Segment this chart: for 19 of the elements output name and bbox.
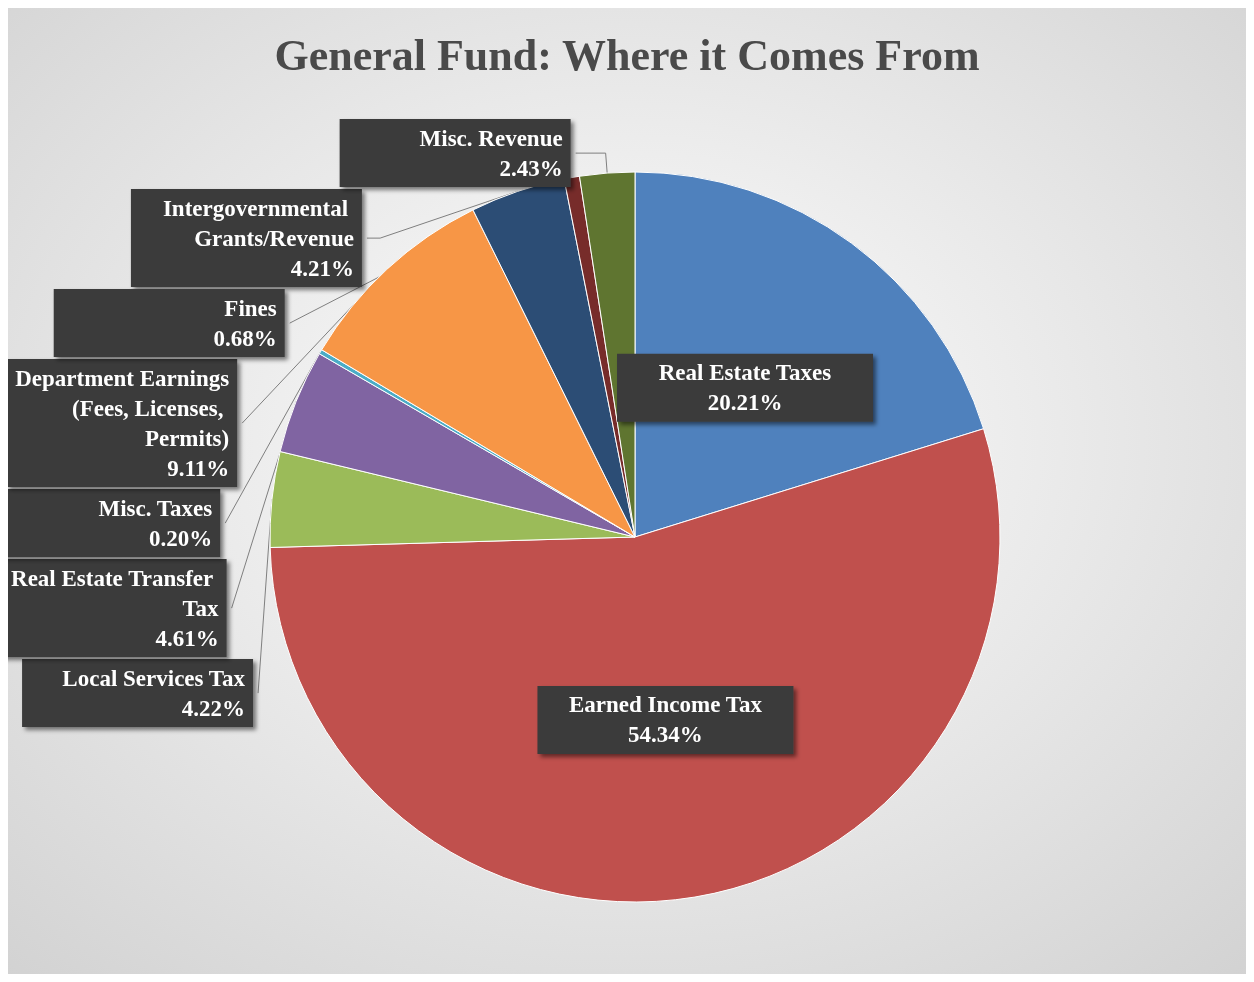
data-label: 4.61% bbox=[155, 625, 219, 651]
data-label: 2.43% bbox=[499, 155, 563, 181]
slice-label: Department Earnings (Fees, Licenses, Permits) bbox=[15, 365, 230, 451]
slice-label: Misc. Revenue bbox=[419, 125, 563, 151]
slice-label: Fines bbox=[224, 295, 277, 321]
slice-label: Real Estate Transfer Tax bbox=[11, 565, 220, 621]
slice-label: Local Services Tax bbox=[62, 665, 246, 691]
slice-label: Intergovernmental Grants/Revenue bbox=[162, 195, 354, 251]
slice-label: Real Estate Taxes bbox=[658, 360, 832, 386]
data-label: 0.20% bbox=[149, 525, 213, 551]
data-label: 4.22% bbox=[181, 695, 246, 721]
slice-label: Misc. Taxes bbox=[98, 495, 213, 521]
data-label: 9.11% bbox=[167, 455, 230, 481]
data-label: 0.68% bbox=[213, 325, 277, 351]
data-label: 20.21% bbox=[707, 390, 783, 416]
chart-title: General Fund: Where it Comes From bbox=[274, 30, 980, 80]
data-label: 4.21% bbox=[290, 255, 354, 281]
data-label: 54.34% bbox=[628, 722, 703, 748]
slice-label: Earned Income Tax bbox=[568, 692, 763, 718]
